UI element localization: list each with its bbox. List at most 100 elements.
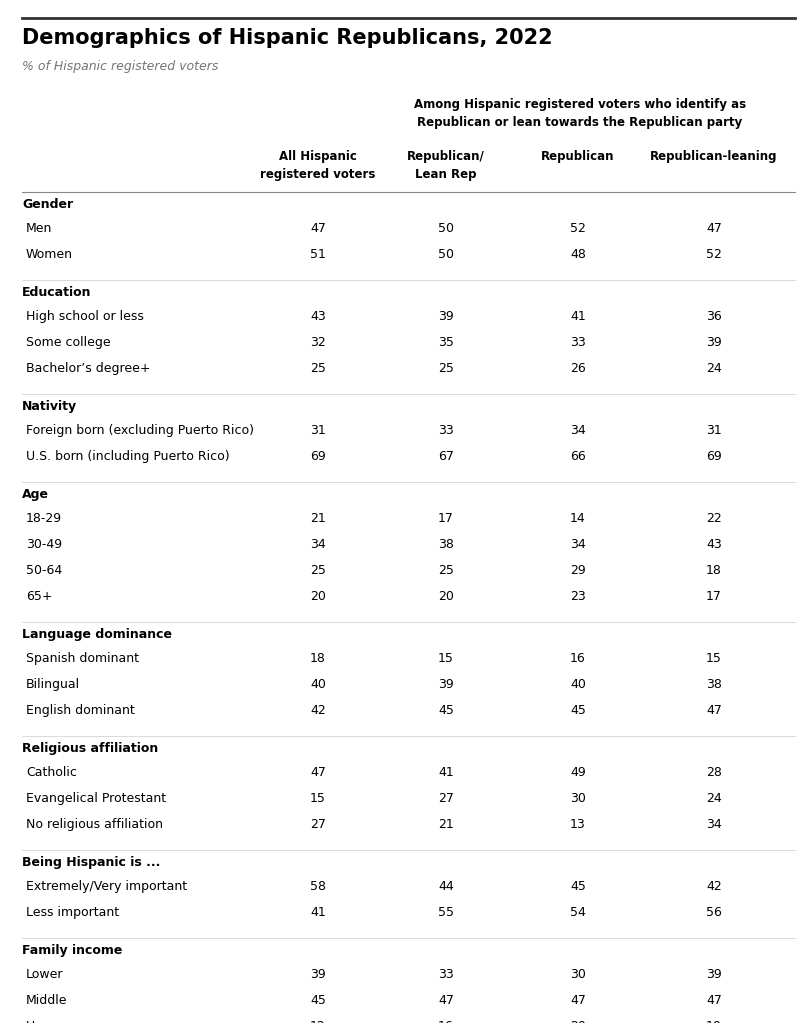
Text: 34: 34 (570, 424, 586, 437)
Text: 34: 34 (310, 538, 326, 551)
Text: 39: 39 (438, 678, 454, 691)
Text: 41: 41 (438, 766, 454, 779)
Text: 69: 69 (706, 450, 722, 463)
Text: 58: 58 (310, 880, 326, 893)
Text: 39: 39 (438, 310, 454, 323)
Text: 31: 31 (706, 424, 722, 437)
Text: U.S. born (including Puerto Rico): U.S. born (including Puerto Rico) (26, 450, 230, 463)
Text: 18: 18 (706, 564, 722, 577)
Text: Upper: Upper (26, 1020, 64, 1023)
Text: 36: 36 (706, 310, 722, 323)
Text: 54: 54 (570, 906, 586, 919)
Text: 14: 14 (570, 512, 586, 525)
Text: 33: 33 (438, 968, 454, 981)
Text: Foreign born (excluding Puerto Rico): Foreign born (excluding Puerto Rico) (26, 424, 254, 437)
Text: Women: Women (26, 248, 73, 261)
Text: 39: 39 (706, 336, 722, 349)
Text: English dominant: English dominant (26, 704, 135, 717)
Text: Evangelical Protestant: Evangelical Protestant (26, 792, 166, 805)
Text: Republican/
Lean Rep: Republican/ Lean Rep (407, 150, 485, 181)
Text: Age: Age (22, 488, 49, 501)
Text: 47: 47 (438, 994, 454, 1007)
Text: Bachelor’s degree+: Bachelor’s degree+ (26, 362, 151, 375)
Text: 20: 20 (310, 590, 326, 603)
Text: 26: 26 (570, 362, 586, 375)
Text: 50: 50 (438, 248, 454, 261)
Text: 65+: 65+ (26, 590, 53, 603)
Text: 34: 34 (570, 538, 586, 551)
Text: 33: 33 (570, 336, 586, 349)
Text: Education: Education (22, 286, 92, 299)
Text: 47: 47 (706, 222, 722, 235)
Text: Language dominance: Language dominance (22, 628, 172, 641)
Text: All Hispanic
registered voters: All Hispanic registered voters (260, 150, 375, 181)
Text: 24: 24 (706, 792, 722, 805)
Text: 21: 21 (438, 818, 454, 831)
Text: % of Hispanic registered voters: % of Hispanic registered voters (22, 60, 218, 73)
Text: Demographics of Hispanic Republicans, 2022: Demographics of Hispanic Republicans, 20… (22, 28, 552, 48)
Text: Nativity: Nativity (22, 400, 77, 413)
Text: 52: 52 (706, 248, 722, 261)
Text: 55: 55 (438, 906, 454, 919)
Text: Spanish dominant: Spanish dominant (26, 652, 139, 665)
Text: 42: 42 (310, 704, 326, 717)
Text: 38: 38 (706, 678, 722, 691)
Text: 40: 40 (570, 678, 586, 691)
Text: 48: 48 (570, 248, 586, 261)
Text: Some college: Some college (26, 336, 110, 349)
Text: 51: 51 (310, 248, 326, 261)
Text: 31: 31 (310, 424, 326, 437)
Text: 56: 56 (706, 906, 722, 919)
Text: 35: 35 (438, 336, 454, 349)
Text: 41: 41 (310, 906, 326, 919)
Text: 41: 41 (570, 310, 586, 323)
Text: 25: 25 (310, 564, 326, 577)
Text: 20: 20 (438, 590, 454, 603)
Text: 23: 23 (570, 590, 586, 603)
Text: 34: 34 (706, 818, 722, 831)
Text: 45: 45 (438, 704, 454, 717)
Text: Men: Men (26, 222, 53, 235)
Text: Republican: Republican (541, 150, 615, 163)
Text: Republican-leaning: Republican-leaning (650, 150, 778, 163)
Text: High school or less: High school or less (26, 310, 144, 323)
Text: 47: 47 (310, 222, 326, 235)
Text: 38: 38 (438, 538, 454, 551)
Text: 28: 28 (706, 766, 722, 779)
Text: 25: 25 (438, 362, 454, 375)
Text: 21: 21 (310, 512, 326, 525)
Text: 43: 43 (706, 538, 722, 551)
Text: 29: 29 (570, 564, 586, 577)
Text: 40: 40 (310, 678, 326, 691)
Text: 49: 49 (570, 766, 586, 779)
Text: 44: 44 (438, 880, 454, 893)
Text: 45: 45 (570, 880, 586, 893)
Text: 16: 16 (570, 652, 586, 665)
Text: 47: 47 (706, 994, 722, 1007)
Text: 42: 42 (706, 880, 722, 893)
Text: Lower: Lower (26, 968, 63, 981)
Text: 32: 32 (310, 336, 326, 349)
Text: 18-29: 18-29 (26, 512, 62, 525)
Text: 69: 69 (310, 450, 326, 463)
Text: 25: 25 (310, 362, 326, 375)
Text: 66: 66 (570, 450, 586, 463)
Text: 27: 27 (310, 818, 326, 831)
Text: Catholic: Catholic (26, 766, 77, 779)
Text: Middle: Middle (26, 994, 67, 1007)
Text: 39: 39 (706, 968, 722, 981)
Text: 15: 15 (438, 652, 454, 665)
Text: Less important: Less important (26, 906, 119, 919)
Text: 30: 30 (570, 968, 586, 981)
Text: 24: 24 (706, 362, 722, 375)
Text: 30: 30 (570, 792, 586, 805)
Text: 25: 25 (438, 564, 454, 577)
Text: Bilingual: Bilingual (26, 678, 80, 691)
Text: Extremely/Very important: Extremely/Very important (26, 880, 187, 893)
Text: 20: 20 (570, 1020, 586, 1023)
Text: 30-49: 30-49 (26, 538, 62, 551)
Text: 47: 47 (570, 994, 586, 1007)
Text: 16: 16 (438, 1020, 454, 1023)
Text: 13: 13 (570, 818, 586, 831)
Text: 17: 17 (706, 590, 722, 603)
